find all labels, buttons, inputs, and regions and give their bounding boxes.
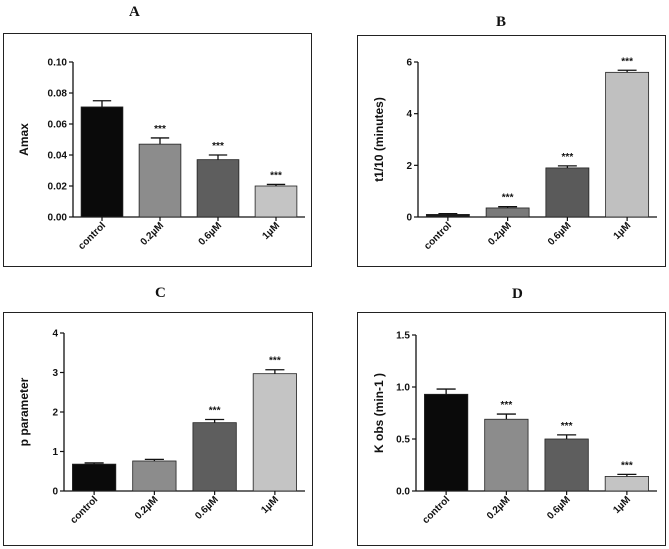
y-tick-label: 0.00 <box>48 213 68 224</box>
y-tick-label: 0 <box>52 487 58 498</box>
y-tick-label: 2 <box>52 408 58 419</box>
significance-label: *** <box>154 124 166 135</box>
y-tick-label: 0.02 <box>48 182 68 193</box>
y-tick-label: 1 <box>52 447 58 458</box>
y-axis-label: t1/10 (minutes) <box>372 97 386 182</box>
x-tick-label: 0.2µM <box>485 494 513 522</box>
significance-label: *** <box>502 193 514 204</box>
panel-letter-c: C <box>155 285 166 301</box>
significance-label: *** <box>621 56 633 67</box>
significance-label: *** <box>621 460 633 471</box>
x-tick-label: 0.6µM <box>545 494 573 522</box>
y-tick-label: 0.06 <box>48 120 68 131</box>
x-tick-label: control <box>421 494 453 526</box>
significance-label: *** <box>562 152 574 163</box>
bar <box>544 438 589 492</box>
bar <box>72 463 117 492</box>
significance-label: *** <box>270 170 282 181</box>
y-tick-label: 4 <box>406 109 412 120</box>
y-tick-label: 1.5 <box>396 331 410 342</box>
bar <box>132 460 177 492</box>
y-tick-label: 2 <box>406 161 412 172</box>
significance-label: *** <box>561 421 573 432</box>
y-axis-label: K obs (min-1 ) <box>372 373 386 453</box>
significance-label: *** <box>212 141 224 152</box>
y-tick-label: 4 <box>52 329 58 340</box>
y-tick-label: 3 <box>52 368 58 379</box>
significance-label: *** <box>209 406 221 417</box>
y-axis-label: p parameter <box>17 377 31 446</box>
y-tick-label: 0.5 <box>396 435 410 446</box>
significance-label: *** <box>501 400 513 411</box>
y-tick-label: 0.08 <box>48 89 68 100</box>
panel-letter-a: A <box>129 4 140 20</box>
y-axis-label: Amax <box>17 123 31 156</box>
y-tick-label: 6 <box>406 58 412 69</box>
y-tick-label: 0.04 <box>48 151 68 162</box>
bar <box>196 159 240 218</box>
y-tick-label: 1.0 <box>396 383 410 394</box>
x-tick-label: 1µM <box>611 494 633 516</box>
bar <box>252 373 297 492</box>
y-tick-label: 0.0 <box>396 487 410 498</box>
bar <box>604 476 649 492</box>
bar <box>605 71 650 218</box>
panel-letter-d: D <box>512 286 523 302</box>
y-tick-label: 0 <box>406 213 412 224</box>
y-tick-label: 0.10 <box>48 58 68 69</box>
bar <box>484 418 529 492</box>
significance-label: *** <box>269 356 281 367</box>
panel-letter-b: B <box>496 14 507 30</box>
bar <box>545 167 590 218</box>
bar <box>424 393 469 492</box>
